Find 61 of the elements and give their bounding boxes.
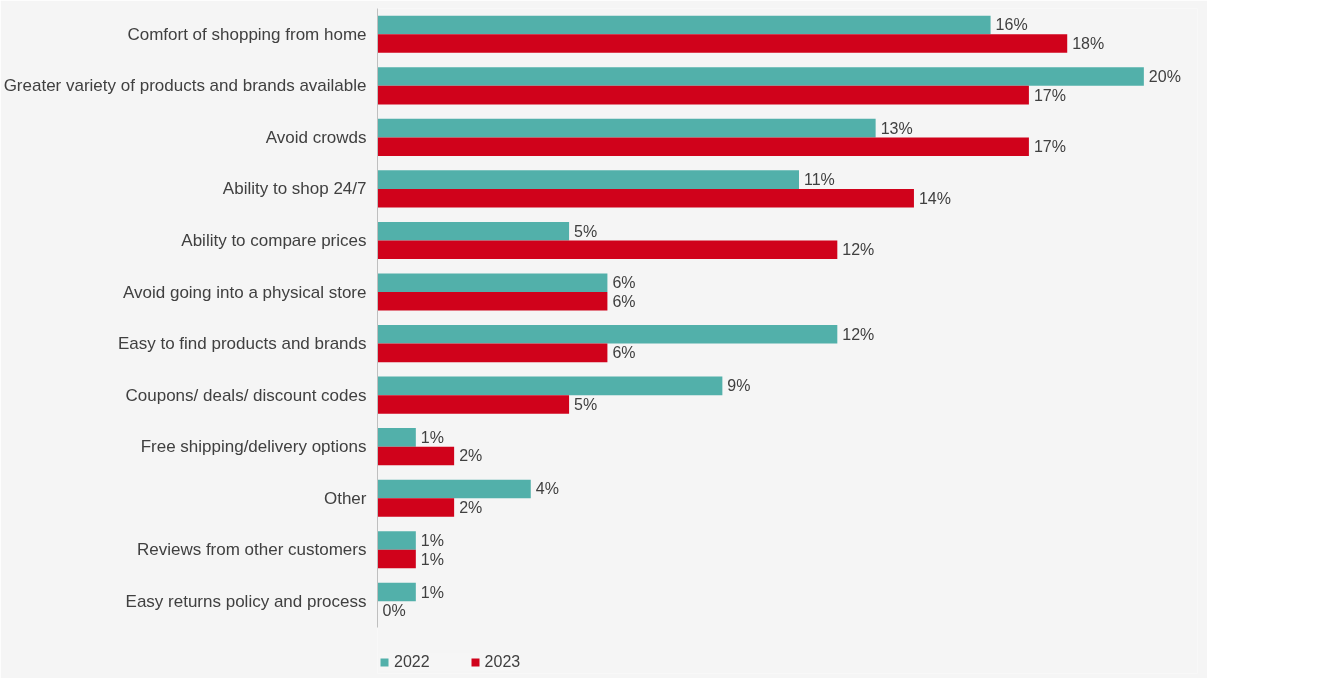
bar	[377, 343, 608, 363]
data-label: 16%	[995, 16, 1028, 34]
y-tick-label: Avoid crowds	[265, 127, 367, 147]
bar	[377, 85, 1029, 105]
bar	[377, 498, 455, 517]
bar	[377, 221, 570, 241]
y-tick-label: Free shipping/delivery options	[140, 437, 367, 457]
bar	[377, 479, 531, 499]
data-label: 18%	[1072, 35, 1105, 53]
data-label: 17%	[1033, 86, 1066, 104]
data-label: 9%	[727, 377, 751, 395]
data-label: 5%	[574, 395, 598, 413]
bar	[377, 549, 416, 569]
bar	[377, 188, 914, 208]
bar	[377, 395, 570, 414]
bar	[377, 531, 416, 550]
data-label: 6%	[612, 344, 636, 362]
data-label: 0%	[382, 602, 406, 620]
y-tick-label: Other	[323, 488, 367, 508]
legend-label: 2022	[394, 653, 430, 671]
y-tick-label: Reviews from other customers	[136, 540, 367, 560]
bar	[377, 582, 416, 602]
data-label: 14%	[918, 189, 951, 207]
bar	[377, 34, 1068, 53]
data-label: 6%	[612, 274, 636, 292]
data-label: 2%	[459, 499, 483, 517]
data-label: 1%	[420, 583, 444, 601]
y-tick-label: Ability to compare prices	[181, 230, 367, 250]
data-label: 5%	[574, 222, 598, 240]
data-label: 1%	[420, 550, 444, 568]
data-label: 6%	[612, 292, 636, 310]
y-tick-label: Comfort of shopping from home	[127, 24, 367, 44]
data-label: 1%	[420, 532, 444, 549]
y-tick-label: Ability to shop 24/7	[222, 179, 367, 199]
bar	[377, 446, 455, 466]
y-tick-label: Easy to find products and brands	[117, 334, 367, 354]
data-label: 13%	[880, 119, 913, 137]
bar	[377, 325, 838, 344]
legend-label: 2023	[484, 653, 521, 671]
y-tick-label: Easy returns policy and process	[125, 591, 367, 611]
y-tick-label: Coupons/ deals/ discount codes	[125, 385, 367, 405]
data-label: 12%	[842, 241, 875, 259]
data-label: 2%	[459, 447, 483, 465]
data-label: 20%	[1148, 68, 1181, 86]
y-tick-label: Avoid going into a physical store	[123, 282, 367, 302]
bar	[377, 118, 876, 138]
bar	[377, 428, 416, 447]
bar	[377, 170, 799, 189]
bar	[377, 376, 723, 396]
bar	[377, 273, 608, 293]
bar	[377, 292, 608, 311]
bar	[377, 137, 1029, 156]
data-label: 12%	[842, 325, 875, 343]
bar	[377, 240, 838, 260]
y-tick-label: Greater variety of products and brands available	[3, 76, 367, 96]
data-label: 11%	[804, 171, 835, 189]
bar	[377, 15, 991, 35]
data-label: 17%	[1033, 138, 1066, 156]
data-label: 1%	[420, 428, 444, 446]
bar	[377, 67, 1144, 86]
data-label: 4%	[535, 480, 559, 498]
